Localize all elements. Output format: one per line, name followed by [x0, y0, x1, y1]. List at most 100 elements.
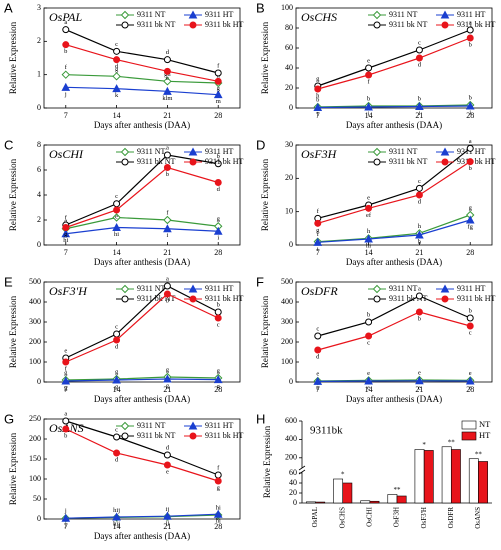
- marker: [62, 358, 70, 366]
- marker: [112, 72, 121, 81]
- x-tick-label: 28: [214, 522, 222, 531]
- y-tick-label: 0: [289, 103, 293, 112]
- marker: [466, 26, 474, 34]
- x-tick-label: 14: [113, 385, 121, 394]
- significance-letter: b: [418, 95, 421, 102]
- significance-letter: c: [316, 325, 319, 332]
- significance-mark: **: [448, 438, 456, 446]
- marker: [365, 64, 373, 72]
- marker: [465, 215, 475, 224]
- x-tick-label: 28: [214, 248, 222, 257]
- significance-letter: b: [166, 171, 169, 178]
- series-line: [317, 380, 471, 382]
- significance-letter: c: [469, 329, 472, 336]
- y-tick-label: 300: [281, 317, 293, 326]
- significance-letter: e: [367, 384, 370, 391]
- x-tick-label: 7: [316, 385, 320, 394]
- significance-letter: d: [217, 186, 221, 193]
- marker: [113, 449, 121, 457]
- significance-letter: ij: [166, 520, 170, 527]
- significance-letter: d: [316, 353, 320, 360]
- significance-letter: g: [217, 367, 221, 374]
- significance-letter: g: [316, 75, 320, 82]
- marker: [113, 206, 121, 214]
- series-line: [65, 378, 219, 382]
- legend-marker: [441, 158, 449, 166]
- marker: [314, 346, 322, 354]
- marker: [62, 417, 70, 425]
- legend-marker: [120, 284, 130, 294]
- bar: [315, 501, 326, 504]
- marker: [415, 46, 423, 54]
- x-tick-label: 7: [64, 522, 68, 531]
- significance-letter: b: [469, 307, 472, 314]
- marker: [61, 82, 71, 91]
- panel-title: OsCHI: [49, 147, 84, 161]
- marker: [214, 308, 222, 316]
- significance-letter: i: [217, 235, 219, 242]
- series-line: [317, 311, 471, 351]
- marker: [214, 77, 222, 85]
- marker: [466, 314, 474, 322]
- marker: [214, 69, 222, 77]
- y-tick-label: 2: [37, 215, 41, 224]
- marker: [113, 433, 121, 441]
- y-axis-label: Relative Expression: [262, 425, 272, 498]
- marker: [62, 41, 70, 49]
- marker: [466, 34, 474, 42]
- significance-letter: e: [367, 370, 370, 377]
- significance-letter: c: [115, 426, 118, 433]
- x-tick-label: 28: [466, 111, 474, 120]
- x-tick-label: 7: [64, 111, 68, 120]
- marker: [213, 375, 223, 384]
- significance-mark: **: [394, 486, 402, 494]
- panel-title: OsF3H: [301, 147, 338, 161]
- series-line: [65, 44, 219, 82]
- significance-letter: d: [115, 456, 119, 463]
- legend-label: 9311 bk NT: [137, 294, 175, 303]
- significance-letter: c: [115, 323, 118, 330]
- marker: [365, 71, 373, 79]
- y-tick-label: 30: [285, 140, 293, 149]
- legend-label: 9311 NT: [137, 421, 165, 430]
- x-tick-label: 14: [113, 248, 121, 257]
- y-tick-label: 10: [285, 206, 293, 215]
- legend-label: 9311 bk HT: [205, 431, 243, 440]
- legend-label: 9311 NT: [389, 147, 417, 156]
- y-tick-label: 40: [289, 478, 297, 487]
- marker: [364, 376, 373, 385]
- y-tick-label: 0: [37, 103, 41, 112]
- x-tick-label: 7: [64, 248, 68, 257]
- panel-letter: C: [4, 137, 13, 152]
- marker: [365, 318, 373, 326]
- significance-letter: f: [65, 365, 68, 372]
- significance-letter: j: [64, 522, 67, 529]
- y-tick-label: 4: [37, 190, 41, 199]
- marker: [112, 375, 121, 384]
- legend-marker: [188, 147, 198, 156]
- significance-letter: a: [64, 19, 67, 26]
- y-tick-label: 50: [33, 494, 41, 503]
- significance-letter: f: [166, 209, 169, 216]
- marker: [163, 374, 172, 383]
- marker: [163, 86, 172, 95]
- significance-letter: hi: [366, 242, 371, 249]
- legend-label: 9311 bk HT: [205, 294, 243, 303]
- x-tick-label: 7: [316, 111, 320, 120]
- significance-letter: h: [418, 223, 422, 230]
- series-line: [65, 293, 219, 363]
- x-tick-label: 21: [415, 385, 423, 394]
- legend-swatch: [461, 431, 477, 441]
- x-tick-label: OsCHI: [365, 506, 373, 527]
- marker: [113, 336, 121, 344]
- y-tick-label: 80: [285, 23, 293, 32]
- marker: [214, 179, 222, 186]
- x-axis-label: Days after anthesis (DAA): [346, 257, 442, 267]
- panel-letter: E: [4, 274, 13, 289]
- x-tick-label: 28: [214, 385, 222, 394]
- y-tick-label: 20: [289, 488, 297, 497]
- y-tick-label: 3: [37, 3, 41, 12]
- y-tick-label: 200: [29, 434, 41, 443]
- marker: [214, 314, 222, 322]
- significance-letter: e: [316, 385, 319, 392]
